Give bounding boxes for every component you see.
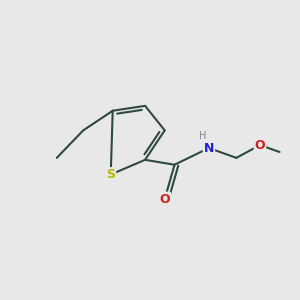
- Text: O: O: [159, 193, 170, 206]
- Text: H: H: [199, 131, 207, 141]
- Text: N: N: [204, 142, 214, 154]
- Text: O: O: [255, 139, 265, 152]
- Text: S: S: [106, 168, 115, 181]
